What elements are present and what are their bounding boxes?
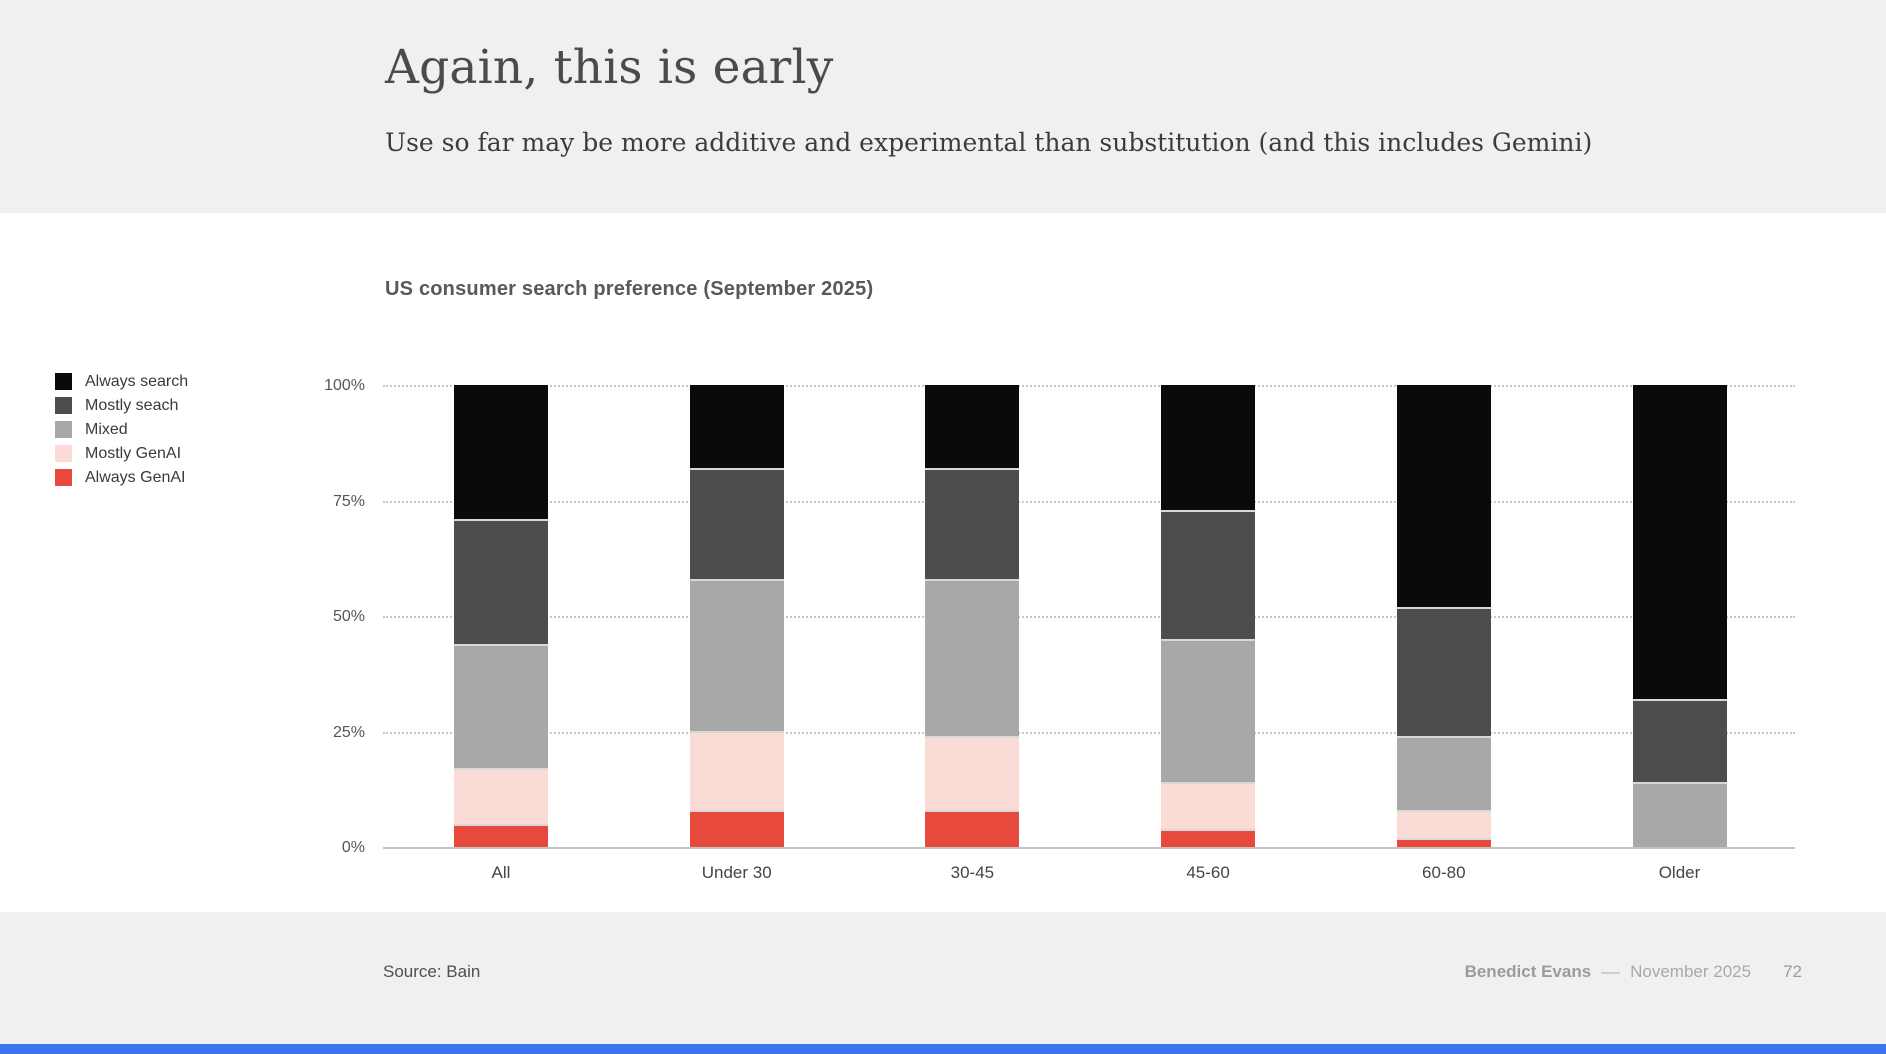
stacked-bar <box>1161 385 1256 847</box>
gridline <box>383 500 1795 503</box>
bar-segment <box>1396 385 1491 607</box>
bar-segment <box>925 810 1020 847</box>
bar-segment <box>689 731 784 811</box>
bar-segment <box>1396 810 1491 838</box>
bar-segment <box>454 823 548 847</box>
bar-segment <box>1632 782 1727 847</box>
stacked-bar <box>925 385 1020 847</box>
author-name: Benedict Evans <box>1464 962 1592 981</box>
bar-segment <box>689 468 784 580</box>
chart-legend: Always search Mostly seach Mixed Mostly Gen… <box>55 373 188 486</box>
stacked-bar <box>689 385 784 847</box>
bar-segment <box>1161 639 1256 783</box>
x-category-label: 30-45 <box>950 863 995 882</box>
bar-segment <box>454 518 548 644</box>
stacked-bar <box>1632 385 1727 847</box>
source-note: Source: Bain <box>383 962 481 981</box>
chart-title: US consumer search preference (September… <box>385 278 874 300</box>
legend-swatch <box>55 397 72 414</box>
deck-progress-bar <box>0 1044 1886 1054</box>
legend-item: Always search <box>55 373 188 390</box>
legend-swatch <box>55 445 72 462</box>
legend-item: Mixed <box>55 421 188 438</box>
y-tick-label: 75% <box>332 492 365 510</box>
deck-date: November 2025 <box>1630 962 1752 981</box>
bar-segment <box>689 385 784 469</box>
legend-swatch <box>55 421 72 438</box>
bar-segment <box>1396 837 1491 847</box>
bar-segment <box>1396 606 1491 737</box>
slide-title: Again, this is early <box>385 40 834 95</box>
chart-section: US consumer search preference (September… <box>0 213 1886 912</box>
legend-swatch <box>55 469 72 486</box>
legend-label: Mostly seach <box>85 396 179 414</box>
bar-segment <box>1396 736 1491 811</box>
footer-band: Source: Bain Benedict Evans –– November … <box>0 912 1886 1054</box>
legend-item: Mostly seach <box>55 397 188 414</box>
meta-separator: –– <box>1601 962 1621 981</box>
bar-segment <box>1161 782 1256 829</box>
header-band: Again, this is early Use so far may be m… <box>0 0 1886 213</box>
y-tick-label: 25% <box>332 723 365 741</box>
x-category-label: 60-80 <box>1422 863 1466 882</box>
x-category-label: Under 30 <box>701 863 772 882</box>
gridline <box>383 731 1795 734</box>
bar-segment <box>454 643 548 769</box>
footer-meta: Benedict Evans –– November 2025 72 <box>1465 962 1802 982</box>
bar-segment <box>689 810 784 847</box>
legend-label: Mixed <box>85 420 128 438</box>
bar-segment <box>925 579 1020 737</box>
y-tick-label: 50% <box>332 608 365 625</box>
legend-label: Always search <box>85 372 189 390</box>
legend-label: Always GenAI <box>85 468 186 486</box>
bar-segment <box>925 468 1020 580</box>
gridline <box>383 385 1795 387</box>
slide-subtitle: Use so far may be more additive and expe… <box>385 128 1593 157</box>
y-tick-label: 0% <box>341 839 365 856</box>
bar-segment <box>1632 385 1727 700</box>
page-number: 72 <box>1783 962 1802 981</box>
y-tick-label: 100% <box>324 377 365 394</box>
x-category-label: Older <box>1658 863 1701 882</box>
x-category-label: 45-60 <box>1186 863 1230 882</box>
x-axis-line <box>383 847 1795 849</box>
bar-segment <box>689 579 784 732</box>
bar-segment <box>454 768 548 824</box>
legend-label: Mostly GenAI <box>85 444 182 462</box>
bar-segment <box>454 385 548 519</box>
stacked-bar <box>454 385 548 847</box>
bar-segment <box>1161 828 1256 847</box>
legend-item: Mostly GenAI <box>55 445 188 462</box>
legend-item: Always GenAI <box>55 469 188 486</box>
plot-area: 0% 25% 50% 75% 100% All Under 30 30-45 45-60 60-8… <box>324 377 1795 882</box>
gridline <box>383 616 1795 618</box>
legend-swatch <box>55 373 72 390</box>
stacked-bar <box>1396 385 1491 847</box>
bar-segment <box>1161 385 1256 510</box>
bar-segment <box>925 385 1020 469</box>
x-category-label: All <box>491 863 511 882</box>
bar-segment <box>1161 509 1256 640</box>
bar-segment <box>925 736 1020 811</box>
bar-segment <box>1632 699 1727 783</box>
